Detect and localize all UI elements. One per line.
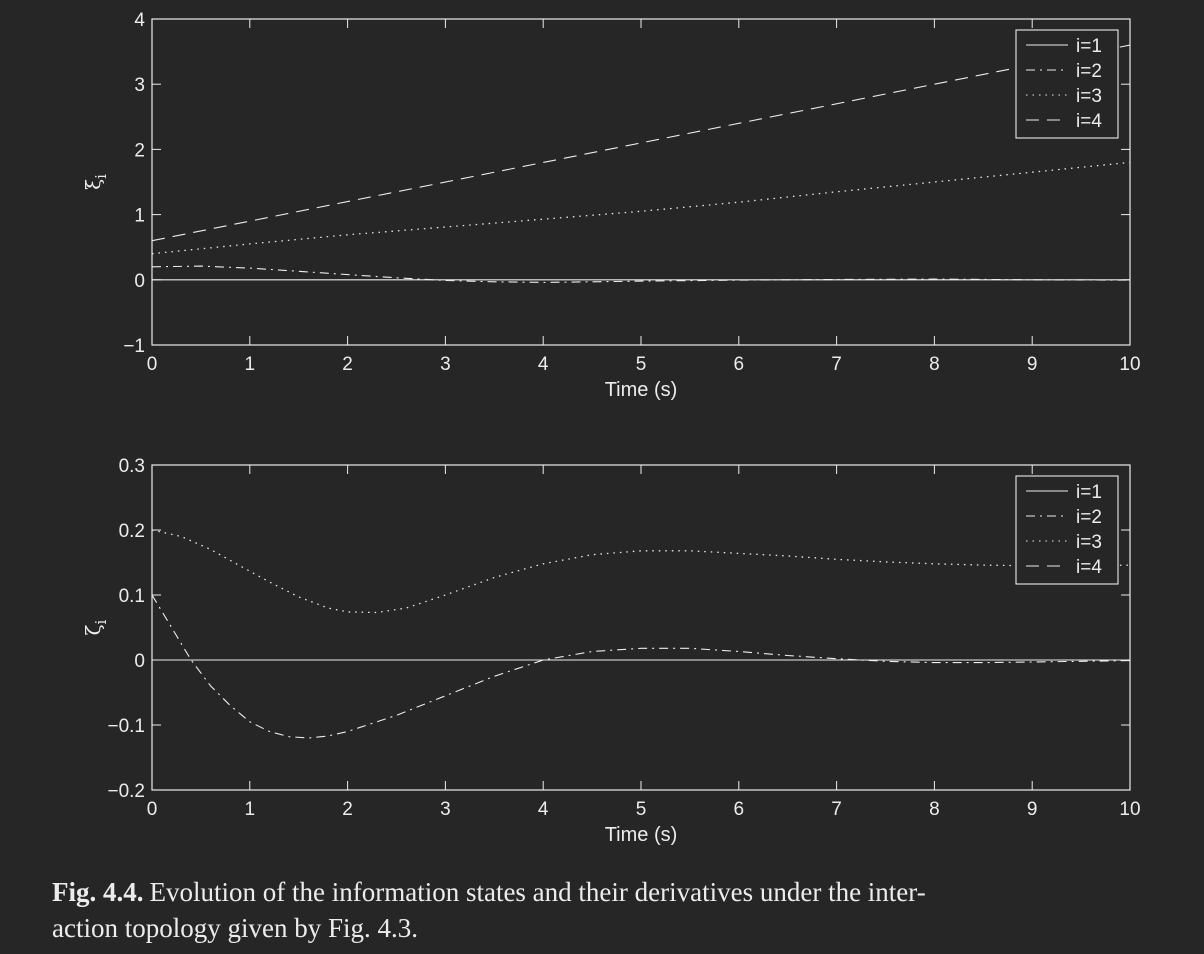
x-tick-label: 1 xyxy=(245,354,256,375)
y-tick-label: 0.2 xyxy=(119,521,145,542)
legend-box xyxy=(1015,29,1119,139)
legend: i=1 i=2 i=3 i=4 xyxy=(1015,29,1119,139)
x-tick-label: 3 xyxy=(440,799,451,820)
x-tick-label: 7 xyxy=(831,799,842,820)
y-tick-label: 0.1 xyxy=(119,586,145,607)
series-line-3 xyxy=(152,161,1130,255)
x-tick-label: 10 xyxy=(1119,799,1140,820)
caption-line-1: Evolution of the information states and … xyxy=(149,877,926,907)
x-tick-label: 5 xyxy=(636,354,647,375)
x-tick-label: 1 xyxy=(245,799,256,820)
x-tick-label: 5 xyxy=(636,799,647,820)
y-axis-subscript: i xyxy=(92,174,110,179)
legend-label-1: i=1 xyxy=(1076,36,1102,57)
legend-label-4: i=4 xyxy=(1076,111,1102,132)
series-line-4 xyxy=(152,44,1130,242)
y-tick-label: −0.1 xyxy=(107,716,145,737)
y-axis-symbol: ζ xyxy=(81,624,105,635)
x-tick-label: 0 xyxy=(147,799,158,820)
x-tick-label: 2 xyxy=(342,354,353,375)
x-tick-label: 3 xyxy=(440,354,451,375)
legend-label-3: i=3 xyxy=(1076,532,1102,553)
y-tick-label: −0.2 xyxy=(107,781,145,802)
axes-frame xyxy=(151,464,1131,791)
x-tick-label: 7 xyxy=(831,354,842,375)
y-tick-label: 4 xyxy=(134,10,145,31)
x-tick-label: 8 xyxy=(929,354,940,375)
y-axis-subscript: i xyxy=(92,619,110,624)
legend-label-1: i=1 xyxy=(1076,482,1102,503)
y-tick-label: −1 xyxy=(123,336,145,357)
y-tick-label: 1 xyxy=(134,206,145,227)
series-line-2 xyxy=(152,594,1130,739)
y-axis-label: ζi xyxy=(81,619,110,635)
y-tick-label: 3 xyxy=(134,75,145,96)
legend-label-2: i=2 xyxy=(1076,507,1102,528)
axes-frame xyxy=(151,18,1131,346)
x-tick-label: 6 xyxy=(734,799,745,820)
caption-line-2: action topology given by Fig. 4.3. xyxy=(52,913,418,943)
x-tick-label: 10 xyxy=(1119,354,1140,375)
y-tick-label: 0 xyxy=(134,271,145,292)
x-tick-label: 2 xyxy=(342,799,353,820)
y-tick-label: 2 xyxy=(134,140,145,161)
y-axis-label: ξi xyxy=(81,174,110,190)
y-axis-symbol: ξ xyxy=(81,179,105,190)
caption-label: Fig. 4.4. xyxy=(52,877,144,907)
y-tick-label: 0 xyxy=(134,651,145,672)
legend: i=1 i=2 i=3 i=4 xyxy=(1015,475,1119,585)
x-tick-label: 0 xyxy=(147,354,158,375)
y-tick-label: 0.3 xyxy=(119,456,145,477)
legend-label-2: i=2 xyxy=(1076,61,1102,82)
legend-label-4: i=4 xyxy=(1076,557,1102,578)
x-tick-label: 4 xyxy=(538,799,549,820)
x-tick-label: 9 xyxy=(1027,354,1038,375)
series-line-3 xyxy=(152,529,1130,614)
x-axis-label: Time (s) xyxy=(605,379,678,401)
x-axis-label: Time (s) xyxy=(605,824,678,846)
x-tick-label: 4 xyxy=(538,354,549,375)
x-tick-label: 8 xyxy=(929,799,940,820)
figure-caption: Fig. 4.4. Evolution of the information st… xyxy=(52,874,1182,946)
x-tick-label: 9 xyxy=(1027,799,1038,820)
x-tick-label: 6 xyxy=(734,354,745,375)
legend-box xyxy=(1015,475,1119,585)
legend-label-3: i=3 xyxy=(1076,86,1102,107)
